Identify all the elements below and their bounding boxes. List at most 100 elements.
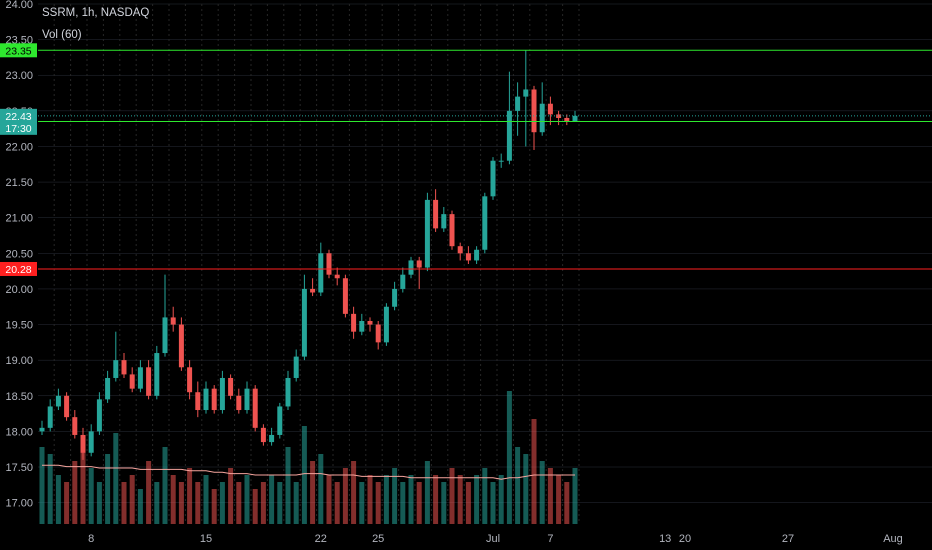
candle[interactable] <box>310 278 316 297</box>
x-tick-label: Aug <box>883 533 903 545</box>
candle-body <box>547 103 553 115</box>
volume-bar <box>465 482 471 524</box>
candle-body <box>170 317 176 325</box>
candle[interactable] <box>236 388 242 414</box>
resistance-price-tag-text: 23.35 <box>5 45 31 57</box>
candle[interactable] <box>154 345 160 400</box>
candle-body <box>367 320 373 325</box>
candle[interactable] <box>424 192 430 272</box>
candle[interactable] <box>482 192 488 254</box>
candle-body <box>195 392 201 411</box>
candles[interactable] <box>39 50 578 460</box>
candle[interactable] <box>72 410 78 439</box>
candle[interactable] <box>465 246 471 264</box>
candle[interactable] <box>39 420 45 435</box>
candle[interactable] <box>449 210 455 250</box>
candle[interactable] <box>285 370 291 411</box>
candle[interactable] <box>269 427 275 446</box>
candle-body <box>449 214 455 247</box>
candle-body <box>187 367 193 393</box>
candle[interactable] <box>293 349 299 382</box>
candle[interactable] <box>252 385 258 432</box>
candle[interactable] <box>375 320 381 350</box>
candle[interactable] <box>187 360 193 400</box>
candle-body <box>72 417 78 435</box>
horizontal-lines[interactable] <box>38 49 932 270</box>
candle[interactable] <box>383 303 389 346</box>
candle[interactable] <box>506 71 512 165</box>
candle[interactable] <box>531 85 537 151</box>
candle[interactable] <box>211 385 217 414</box>
candle-body <box>482 196 488 250</box>
candle[interactable] <box>556 110 562 126</box>
candle-body <box>326 253 332 275</box>
candle[interactable] <box>498 153 504 168</box>
volume-bar <box>219 482 225 524</box>
candle-body <box>506 110 512 161</box>
volume-bar <box>88 468 94 524</box>
candle-body <box>318 253 324 293</box>
volume-bar <box>506 391 512 524</box>
candle[interactable] <box>301 274 307 361</box>
candle-body <box>465 253 471 261</box>
candle-body <box>293 356 299 378</box>
candle[interactable] <box>547 96 553 126</box>
candle[interactable] <box>392 281 398 311</box>
candle-body <box>47 406 53 428</box>
volume-bar <box>244 475 250 524</box>
candle[interactable] <box>474 246 480 264</box>
candle[interactable] <box>129 367 135 393</box>
candle[interactable] <box>146 360 152 400</box>
candle[interactable] <box>326 249 332 279</box>
candle[interactable] <box>367 317 373 332</box>
candle[interactable] <box>88 424 94 457</box>
price-axis[interactable]: 24.0023.5023.0022.5022.0021.5021.0020.50… <box>5 0 33 510</box>
candle[interactable] <box>195 381 201 418</box>
candle-body <box>424 199 430 268</box>
candle[interactable] <box>228 374 234 400</box>
candle[interactable] <box>219 370 225 414</box>
candle[interactable] <box>342 274 348 318</box>
candle[interactable] <box>137 360 143 393</box>
candle[interactable] <box>539 82 545 136</box>
candle[interactable] <box>55 388 61 411</box>
candle[interactable] <box>260 424 266 446</box>
time-axis[interactable]: 8 15 22 25 Jul 7 13 20 27 Aug <box>88 533 903 545</box>
candle[interactable] <box>515 82 521 136</box>
candle[interactable] <box>244 381 250 414</box>
candle-body <box>236 395 242 411</box>
candle[interactable] <box>408 256 414 279</box>
y-tick-label: 23.00 <box>5 70 33 82</box>
candle[interactable] <box>441 207 447 232</box>
candle[interactable] <box>170 306 176 332</box>
candle[interactable] <box>121 353 127 378</box>
candle[interactable] <box>105 370 111 403</box>
last-price-text: 22.43 <box>5 111 31 123</box>
candle[interactable] <box>351 306 357 339</box>
candle[interactable] <box>203 381 209 414</box>
candle[interactable] <box>334 267 340 286</box>
candle[interactable] <box>523 50 529 147</box>
candle[interactable] <box>416 256 422 289</box>
candle[interactable] <box>96 392 102 435</box>
candle-body <box>457 246 463 254</box>
candle[interactable] <box>457 242 463 261</box>
candle-body <box>531 89 537 133</box>
candle[interactable] <box>80 427 86 460</box>
volume-pane <box>39 391 578 524</box>
candle[interactable] <box>277 402 283 439</box>
candle[interactable] <box>433 189 439 232</box>
candle[interactable] <box>400 267 406 293</box>
candle-body <box>301 288 307 357</box>
volume-bar <box>277 482 283 524</box>
candle[interactable] <box>178 317 184 371</box>
candle[interactable] <box>113 331 119 382</box>
candle[interactable] <box>162 274 168 357</box>
candle[interactable] <box>47 399 53 432</box>
candle[interactable] <box>359 313 365 336</box>
candle-body <box>572 115 578 122</box>
candle[interactable] <box>64 392 70 421</box>
candle[interactable] <box>490 157 496 200</box>
